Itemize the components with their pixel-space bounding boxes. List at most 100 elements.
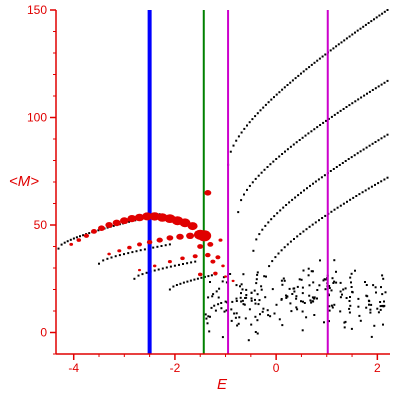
red-point — [205, 252, 211, 258]
black-point — [207, 275, 210, 278]
black-point — [208, 330, 211, 333]
black-point — [332, 47, 335, 50]
black-point — [250, 297, 253, 300]
black-point — [306, 187, 308, 190]
black-point — [209, 315, 211, 318]
black-point — [350, 156, 353, 159]
black-point — [335, 166, 338, 168]
black-point — [353, 154, 356, 157]
black-point — [225, 309, 228, 312]
black-point — [355, 195, 358, 197]
black-point — [348, 104, 351, 107]
black-point — [296, 308, 299, 311]
black-point — [368, 303, 370, 306]
black-point — [382, 277, 385, 280]
black-point — [217, 296, 220, 299]
black-point — [263, 275, 266, 278]
black-point — [342, 108, 345, 110]
black-point — [221, 336, 224, 339]
black-point — [377, 139, 380, 142]
black-point — [286, 84, 289, 86]
black-point — [286, 148, 289, 151]
black-point — [374, 286, 377, 289]
black-point — [250, 291, 253, 294]
black-point — [256, 293, 259, 296]
black-point — [256, 273, 259, 276]
black-point — [356, 152, 359, 155]
black-point — [323, 278, 326, 281]
black-point — [285, 204, 288, 206]
black-point — [376, 307, 379, 310]
red-point — [98, 225, 105, 231]
black-point — [231, 300, 234, 303]
red-point — [167, 260, 172, 264]
black-point — [302, 230, 305, 233]
black-point — [320, 176, 323, 179]
black-point — [297, 194, 300, 197]
black-point — [248, 184, 251, 187]
black-point — [297, 74, 300, 77]
black-point — [282, 206, 285, 209]
black-point — [106, 257, 109, 260]
black-point — [281, 283, 284, 286]
black-point — [332, 168, 335, 170]
black-point — [319, 124, 322, 126]
black-points-layer — [57, 9, 389, 342]
black-point — [369, 308, 372, 311]
black-point — [386, 133, 389, 136]
black-point — [324, 278, 327, 281]
black-point — [217, 303, 220, 306]
red-point — [197, 272, 203, 277]
black-point — [273, 312, 276, 315]
black-point — [57, 247, 60, 250]
black-point — [342, 202, 345, 205]
black-point — [294, 196, 297, 199]
black-point — [308, 225, 311, 228]
black-point — [319, 259, 321, 262]
red-point — [127, 215, 137, 223]
black-point — [328, 294, 330, 297]
black-point — [343, 326, 346, 329]
black-point — [365, 294, 368, 297]
black-point — [339, 281, 342, 284]
black-point — [265, 275, 267, 278]
black-point — [298, 278, 301, 281]
black-point — [295, 306, 298, 309]
red-point — [215, 255, 221, 260]
black-point — [333, 280, 336, 283]
black-point — [339, 310, 342, 313]
black-point — [256, 271, 259, 274]
black-point — [283, 279, 286, 282]
vertical-lines-layer — [147, 10, 329, 354]
black-point — [82, 234, 85, 237]
black-point — [323, 174, 326, 177]
black-point — [339, 290, 342, 293]
black-point — [302, 300, 304, 303]
black-point — [141, 273, 144, 276]
black-point — [152, 246, 155, 249]
black-point — [254, 302, 257, 305]
black-point — [75, 236, 78, 239]
black-point — [300, 278, 303, 281]
black-point — [204, 313, 207, 316]
black-point — [269, 315, 272, 318]
black-point — [344, 287, 347, 290]
black-point — [295, 295, 298, 298]
black-point — [316, 297, 318, 300]
black-point — [214, 309, 217, 312]
black-point — [245, 294, 248, 296]
black-point — [186, 280, 189, 283]
black-point — [210, 306, 213, 309]
black-point — [225, 281, 228, 284]
black-point — [354, 31, 356, 34]
x-tick-label: 2 — [374, 361, 381, 375]
black-point — [302, 70, 305, 73]
black-point — [255, 278, 258, 281]
black-point — [333, 208, 336, 211]
black-point — [248, 308, 251, 311]
black-point — [352, 196, 355, 199]
black-point — [296, 235, 299, 238]
black-point — [254, 331, 257, 333]
black-point — [271, 288, 274, 291]
black-point — [374, 141, 377, 143]
